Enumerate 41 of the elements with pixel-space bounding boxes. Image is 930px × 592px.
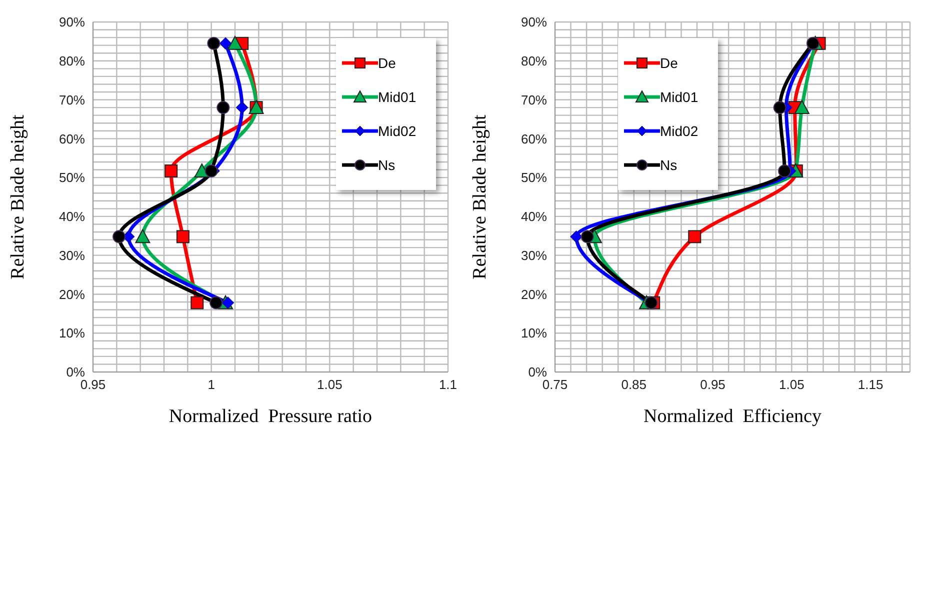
x-tick-label: 1.05 xyxy=(317,377,342,392)
y-tick-label: 0% xyxy=(528,364,548,380)
x-axis-title: Normalized Pressure ratio xyxy=(168,406,372,427)
y-tick-label: 80% xyxy=(58,54,86,69)
legend-label: De xyxy=(378,55,396,71)
x-axis-title: Normalized Efficiency xyxy=(644,406,822,427)
y-tick-label: 50% xyxy=(520,170,548,186)
legend-label: Mid01 xyxy=(660,89,698,105)
legend-label: Mid02 xyxy=(378,123,416,139)
x-tick-label: 0.95 xyxy=(80,377,106,392)
y-tick-label: 10% xyxy=(58,326,86,341)
legend-label: Mid01 xyxy=(378,89,416,105)
x-tick-label: 0.85 xyxy=(621,377,647,392)
y-tick-label: 30% xyxy=(58,248,86,263)
legend-label: Mid02 xyxy=(660,123,698,139)
y-tick-label: 70% xyxy=(58,92,86,108)
y-tick-label: 80% xyxy=(520,54,548,69)
y-axis-title: Relative Blade height xyxy=(470,114,491,280)
y-tick-label: 90% xyxy=(58,14,86,30)
x-tick-label: 1.05 xyxy=(779,377,804,392)
y-tick-label: 30% xyxy=(520,248,548,263)
y-tick-label: 40% xyxy=(58,209,86,224)
y-tick-label: 50% xyxy=(58,170,86,186)
y-axis-title: Relative Blade height xyxy=(8,114,29,280)
x-tick-label: 0.75 xyxy=(542,377,568,392)
y-tick-label: 0% xyxy=(66,364,86,380)
x-tick-label: 1.1 xyxy=(438,377,458,392)
x-tick-label: 1.15 xyxy=(858,377,884,392)
legend-label: De xyxy=(660,55,678,71)
legend-label: Ns xyxy=(660,157,678,173)
x-tick-label: 0.95 xyxy=(700,377,726,392)
y-tick-label: 20% xyxy=(520,286,548,302)
x-tick-label: 1 xyxy=(208,377,215,392)
y-tick-label: 20% xyxy=(58,286,86,302)
y-tick-label: 60% xyxy=(58,131,86,146)
y-tick-label: 10% xyxy=(520,326,548,341)
legend-label: Ns xyxy=(378,157,396,173)
y-tick-label: 60% xyxy=(520,131,548,146)
y-tick-label: 40% xyxy=(520,209,548,224)
y-tick-label: 70% xyxy=(520,92,548,108)
y-tick-label: 90% xyxy=(520,14,548,30)
